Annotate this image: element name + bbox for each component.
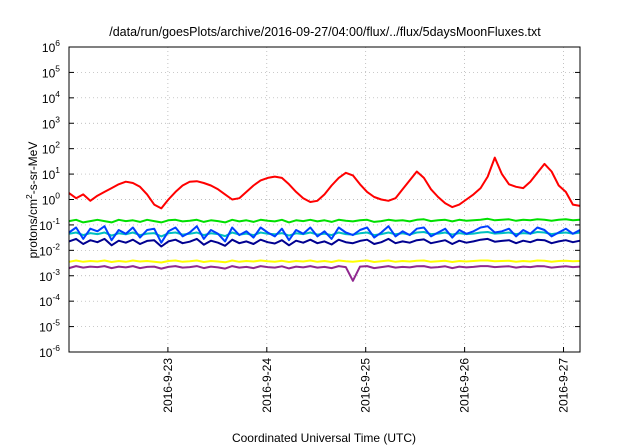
series-line-2 (68, 217, 581, 224)
series-line-5 (68, 237, 581, 248)
y-axis-label-sup: 2 (24, 194, 34, 199)
y-tick-label: 10-1 (39, 216, 60, 233)
series-line-4 (68, 225, 581, 244)
x-axis-ticks: 2016-9-23 2016-9-24 2016-9-25 2016-9-26 2016… (161, 347, 571, 413)
x-axis-label: Coordinated Universal Time (UTC) (232, 431, 416, 445)
y-tick-label: 10-5 (39, 318, 60, 335)
series-line-3 (68, 231, 581, 238)
series-line-6 (68, 259, 581, 264)
y-tick-label: 102 (42, 140, 60, 157)
grid-lines (69, 47, 580, 352)
chart-title: /data/run/goesPlots/archive/2016-09-27/0… (109, 25, 541, 39)
y-tick-label: 10-4 (39, 292, 60, 309)
y-axis-label-main: protons/cm (26, 199, 40, 258)
y-tick-label: 105 (42, 63, 60, 80)
y-axis-label-rest: -s-sr-MeV (26, 142, 40, 195)
data-series (68, 156, 581, 282)
x-tick-label: 2016-9-24 (260, 358, 274, 413)
y-axis-label: protons/cm2-s-sr-MeV (24, 142, 40, 259)
series-line-7 (68, 265, 581, 282)
y-tick-label: 10-3 (39, 267, 60, 284)
y-tick-label: 106 (42, 38, 60, 55)
x-tick-label: 2016-9-26 (458, 358, 472, 413)
y-tick-label: 100 (42, 191, 60, 208)
y-tick-label: 10-2 (39, 241, 60, 258)
y-tick-label: 103 (42, 114, 60, 131)
y-tick-label: 104 (42, 89, 60, 106)
y-axis-ticks: 10-6 10-5 10-4 10-3 10-2 10-1 100 101 102 103 104 1… (39, 38, 580, 360)
x-tick-label: 2016-9-25 (359, 358, 373, 413)
x-tick-label: 2016-9-27 (557, 358, 571, 413)
y-tick-label: 10-6 (39, 343, 60, 360)
x-tick-label: 2016-9-23 (161, 358, 175, 413)
y-tick-label: 101 (42, 165, 60, 182)
series-line-1 (68, 156, 581, 210)
